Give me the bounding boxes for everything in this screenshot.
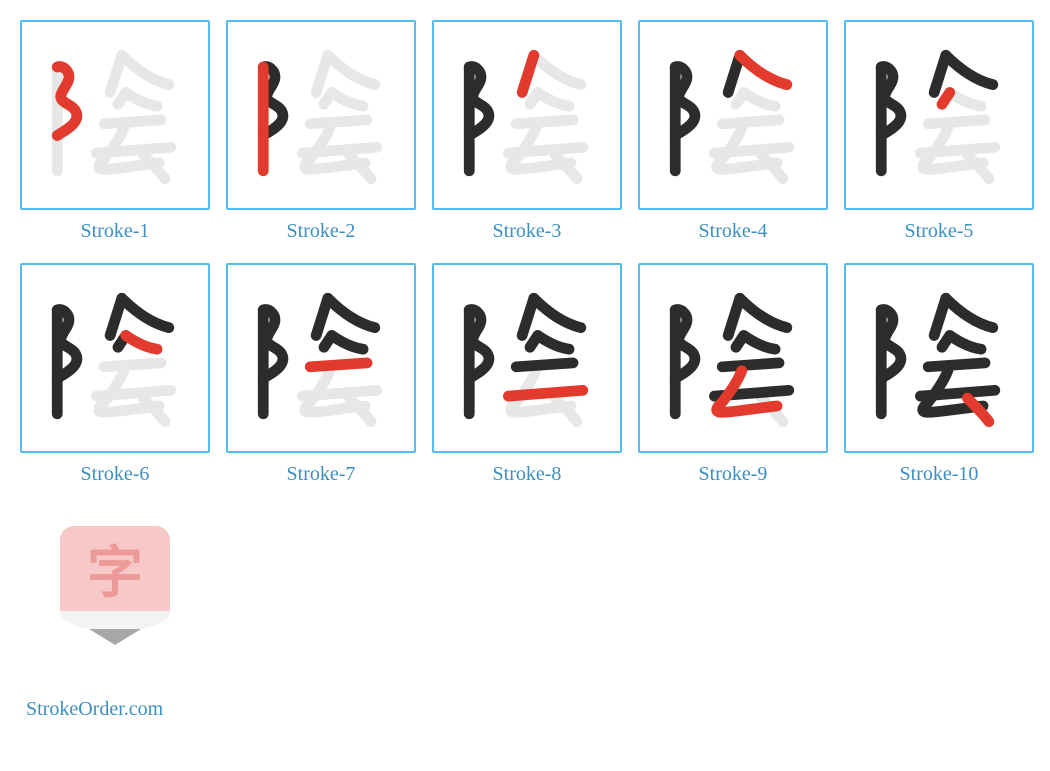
stroke-caption: Stroke-6 [81,463,150,486]
character-svg [640,265,826,451]
stroke-cell: Stroke-1 [20,20,210,243]
character-svg [22,22,208,208]
logo-background: 字 [60,526,170,611]
stroke-caption: Stroke-9 [699,463,768,486]
stroke-cell: Stroke-8 [432,263,622,486]
footer-site-name: StrokeOrder.com [26,698,1030,721]
character-svg [640,22,826,208]
stroke-tile [20,263,210,453]
stroke-caption: Stroke-4 [699,220,768,243]
stroke-caption: Stroke-8 [493,463,562,486]
character-svg [434,265,620,451]
stroke-cell: Stroke-3 [432,20,622,243]
stroke-tile [844,263,1034,453]
stroke-tile [844,20,1034,210]
logo-character: 字 [87,528,143,609]
stroke-cell: Stroke-5 [844,20,1034,243]
logo-pencil-tip [89,629,141,645]
stroke-tile [432,263,622,453]
stroke-tile [638,263,828,453]
character-svg [228,265,414,451]
stroke-cell: Stroke-4 [638,20,828,243]
character-svg [434,22,620,208]
stroke-tile [638,20,828,210]
stroke-caption: Stroke-1 [81,220,150,243]
stroke-caption: Stroke-5 [905,220,974,243]
stroke-cell: Stroke-10 [844,263,1034,486]
character-svg [22,265,208,451]
stroke-cell: Stroke-6 [20,263,210,486]
stroke-cell: Stroke-9 [638,263,828,486]
stroke-cell: Stroke-7 [226,263,416,486]
stroke-cell: Stroke-2 [226,20,416,243]
stroke-caption: Stroke-10 [900,463,979,486]
logo-pencil-body [60,611,170,631]
stroke-tile [20,20,210,210]
stroke-caption: Stroke-2 [287,220,356,243]
character-svg [846,22,1032,208]
stroke-tile [432,20,622,210]
character-svg [228,22,414,208]
logo: 字 [20,526,210,656]
stroke-tile [226,263,416,453]
character-svg [846,265,1032,451]
stroke-tile [226,20,416,210]
stroke-caption: Stroke-7 [287,463,356,486]
stroke-caption: Stroke-3 [493,220,562,243]
stroke-grid: Stroke-1 Stroke-2 Stroke-3 Stroke-4 Stroke-5… [20,20,1030,486]
